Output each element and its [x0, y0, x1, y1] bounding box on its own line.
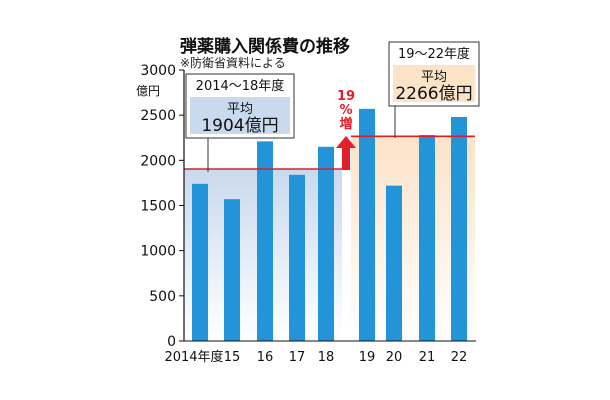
y-tick-label: 3000 — [140, 63, 176, 79]
period-average-value: 1904億円 — [201, 116, 278, 136]
y-axis-unit: 億円 — [136, 84, 160, 98]
x-tick-label: 18 — [318, 350, 335, 365]
bar-21 — [419, 135, 435, 341]
bars — [192, 108, 467, 342]
bar-22 — [451, 116, 467, 342]
increase-percent-sign: % — [339, 103, 352, 118]
average-lines — [184, 135, 475, 170]
x-tick-label: 17 — [289, 350, 306, 365]
x-axis-ticks: 2014年度 15 16 17 18 19 20 21 22 — [164, 349, 467, 365]
x-tick-label: 21 — [419, 350, 436, 365]
increase-percent: 19 — [337, 89, 355, 104]
period-box-2019-22: 19～22年度 平均 2266億円 — [388, 41, 480, 138]
y-tick-label: 1500 — [140, 199, 176, 215]
up-arrow-icon — [336, 136, 356, 170]
increase-label: 増 — [339, 116, 352, 132]
bar-19 — [359, 108, 375, 342]
y-axis-ticks: 0 500 1000 1500 2000 2500 3000 — [140, 63, 184, 350]
bar-17 — [289, 174, 305, 341]
period-average-value: 2266億円 — [395, 84, 472, 104]
period-heading: 19～22年度 — [398, 46, 470, 62]
increase-annotation: 19 % 増 — [336, 89, 356, 170]
bar-15 — [224, 199, 240, 341]
chart-subtitle: ※防衛省資料による — [180, 55, 286, 70]
x-tick-label: 15 — [224, 350, 241, 365]
period-heading: 2014～18年度 — [196, 78, 285, 94]
x-tick-label: 19 — [359, 350, 376, 365]
period-box-2014-18: 2014～18年度 平均 1904億円 — [185, 73, 295, 172]
y-tick-label: 2500 — [140, 108, 176, 124]
bar-18 — [318, 146, 334, 341]
y-tick-label: 2000 — [140, 153, 176, 169]
y-tick-label: 1000 — [140, 244, 176, 260]
x-tick-label: 16 — [257, 350, 274, 365]
bar-20 — [386, 185, 402, 341]
x-tick-label: 2014年度 — [164, 349, 223, 365]
x-tick-label: 20 — [386, 350, 403, 365]
y-tick-label: 0 — [167, 334, 176, 350]
period-average-label: 平均 — [227, 102, 253, 117]
period-average-label: 平均 — [421, 70, 447, 85]
y-tick-label: 500 — [149, 289, 176, 305]
chart-title: 弾薬購入関係費の推移 — [180, 36, 350, 57]
x-tick-label: 22 — [451, 350, 468, 365]
bar-2014年度 — [192, 183, 208, 341]
bar-16 — [257, 141, 273, 341]
